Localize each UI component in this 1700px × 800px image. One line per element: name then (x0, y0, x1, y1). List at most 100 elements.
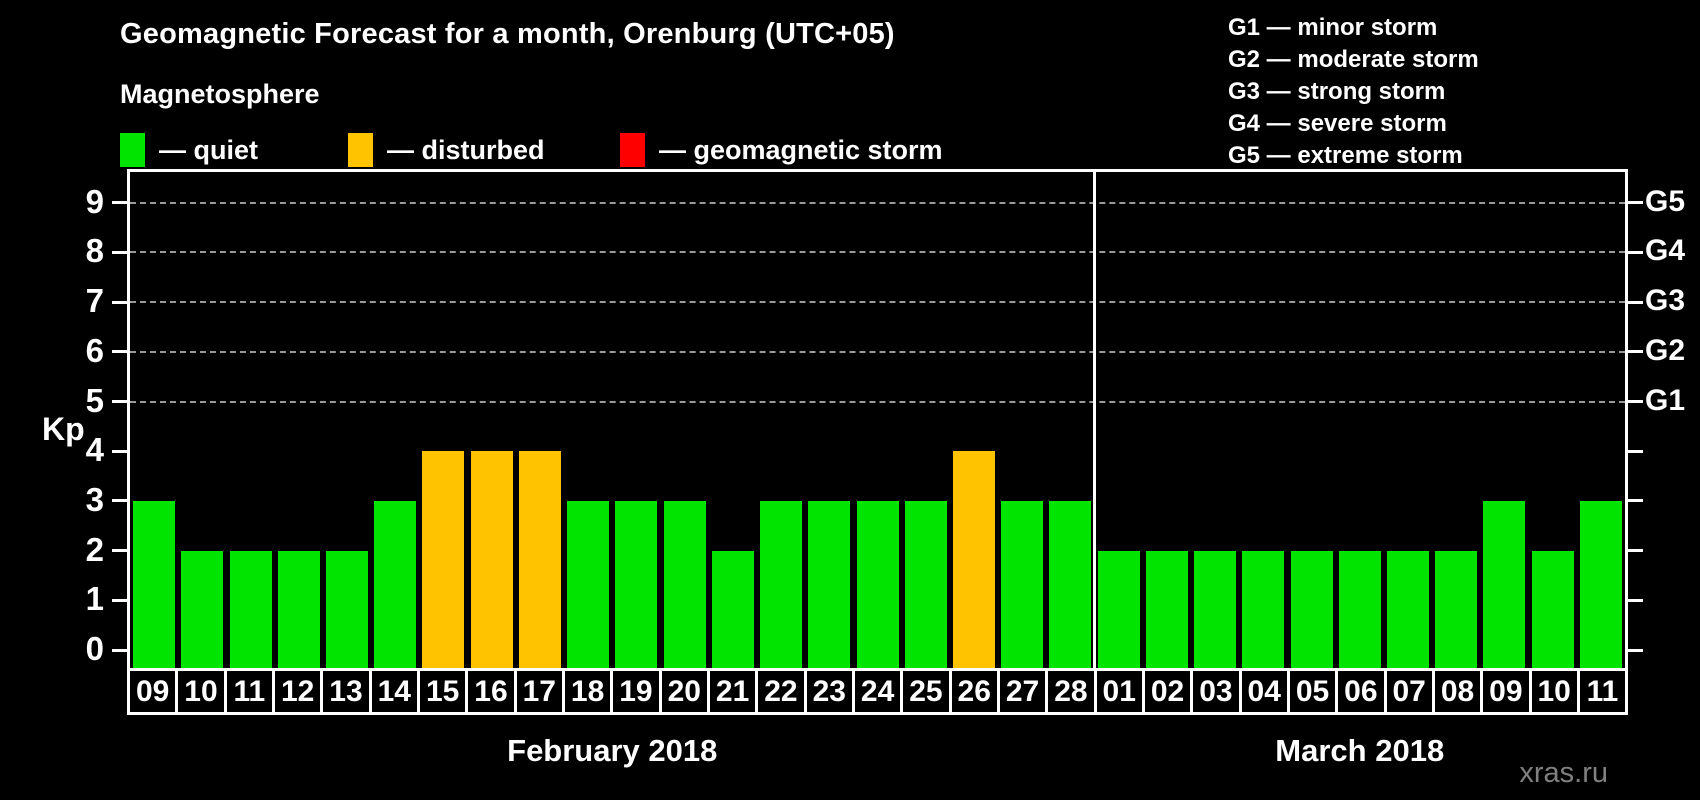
month-divider (1093, 172, 1097, 668)
y-tick-right-6 (1628, 350, 1643, 354)
kp-bar-day-18 (567, 500, 610, 668)
g-legend-line-4: G4 — severe storm (1228, 110, 1447, 137)
gridline-kp9 (130, 201, 1625, 204)
day-label-12: 12 (271, 668, 324, 715)
kp-bar-day-17 (518, 451, 561, 668)
day-label-09: 09 (127, 668, 179, 715)
kp-bar-day-08 (1435, 550, 1478, 668)
legend-label-disturbed: — disturbed (387, 134, 545, 165)
kp-bar-day-24 (856, 500, 899, 668)
day-label-10: 10 (175, 668, 227, 715)
kp-bar-day-22 (760, 500, 803, 668)
month-label-2: March 2018 (1275, 733, 1445, 768)
y-tick-right-9 (1628, 201, 1643, 205)
legend-item-quiet: — quiet (120, 131, 258, 169)
kp-bar-day-21 (711, 550, 754, 668)
y-tick-right-3 (1628, 499, 1643, 503)
day-label-26: 26 (948, 668, 1000, 715)
y-tick-left-2 (112, 549, 127, 553)
y-tick-label-2: 2 (85, 530, 104, 568)
g-legend-line-5: G5 — extreme storm (1228, 142, 1463, 169)
day-label-06: 06 (1335, 668, 1387, 715)
legend-label-geomagnetic-storm: — geomagnetic storm (659, 134, 943, 165)
day-label-16: 16 (465, 668, 517, 715)
y-tick-right-0 (1628, 648, 1643, 652)
g-scale-legend: G1 — minor storm G2 — moderate storm G3 — … (1228, 12, 1479, 172)
y-axis-title: Kp (42, 411, 85, 447)
kp-bar-day-23 (808, 500, 851, 668)
kp-bar-day-11 (229, 550, 272, 668)
kp-bar-day-03 (1194, 550, 1237, 668)
legend-item-geomagnetic-storm: — geomagnetic storm (620, 131, 943, 169)
g-legend-line-2: G2 — moderate storm (1228, 46, 1479, 73)
kp-bar-day-06 (1338, 550, 1381, 668)
kp-bar-day-26 (952, 451, 995, 668)
kp-bar-day-25 (904, 500, 947, 668)
day-label-03: 03 (1190, 668, 1242, 715)
y-tick-label-8: 8 (85, 232, 104, 270)
y-tick-left-5 (112, 400, 127, 403)
y-tick-left-9 (112, 201, 127, 205)
kp-bar-day-28 (1049, 500, 1092, 668)
day-label-15: 15 (416, 668, 469, 715)
day-label-24: 24 (851, 668, 904, 715)
g-axis-label-G5: G5 (1645, 184, 1686, 218)
y-tick-right-2 (1628, 549, 1643, 553)
y-tick-left-0 (112, 648, 127, 652)
y-tick-left-8 (112, 250, 127, 254)
month-label-1: February 2018 (507, 733, 718, 768)
legend-item-disturbed: — disturbed (348, 131, 545, 169)
day-label-28: 28 (1045, 668, 1097, 715)
g-axis-label-G3: G3 (1645, 284, 1686, 318)
day-axis: 09 10 11 12 13 14 15 16 17 18 19 20 21 22 23 24 25 26 27 28… (127, 668, 1629, 715)
day-label-19: 19 (610, 668, 662, 715)
g-axis-label-G2: G2 (1645, 333, 1686, 367)
legend-swatch-disturbed (348, 133, 373, 167)
kp-bar-day-02 (1145, 550, 1188, 668)
kp-bar-day-07 (1386, 550, 1429, 668)
g-legend-line-1: G1 — minor storm (1228, 14, 1438, 41)
y-tick-label-4: 4 (85, 431, 104, 469)
y-tick-label-1: 1 (85, 580, 104, 618)
kp-bar-day-04 (1242, 550, 1285, 668)
day-label-13: 13 (320, 668, 372, 715)
y-tick-right-5 (1628, 400, 1643, 403)
legend-swatch-geomagnetic-storm (620, 133, 645, 167)
kp-bar-day-13 (326, 550, 369, 668)
gridline-kp5 (130, 400, 1625, 403)
day-label-01: 01 (1093, 668, 1145, 715)
kp-bar-day-27 (1001, 500, 1044, 668)
y-tick-right-4 (1628, 449, 1643, 453)
day-label-05: 05 (1286, 668, 1339, 715)
gridline-kp8 (130, 251, 1625, 254)
kp-bar-day-09 (1483, 500, 1526, 668)
y-tick-left-7 (112, 300, 127, 304)
day-label-02: 02 (1141, 668, 1194, 715)
watermark: xras.ru (1519, 757, 1608, 789)
chart-title: Geomagnetic Forecast for a month, Orenbu… (120, 18, 895, 50)
legend-swatch-quiet (120, 133, 145, 167)
day-label-08: 08 (1431, 668, 1484, 715)
kp-bar-day-11 (1579, 500, 1622, 668)
day-label-20: 20 (658, 668, 710, 715)
y-tick-left-1 (112, 598, 127, 602)
kp-bar-day-16 (470, 451, 513, 668)
y-tick-label-9: 9 (85, 182, 104, 220)
legend-label-quiet: — quiet (159, 134, 258, 165)
plot-area: 0 1 2 3 4 5 6 7 8 9 G1 G2 G3 G4 G5 (86, 169, 1685, 671)
kp-bar-day-01 (1097, 550, 1140, 668)
day-label-22: 22 (755, 668, 807, 715)
g-legend-line-3: G3 — strong storm (1228, 78, 1446, 105)
kp-bar-day-12 (277, 550, 320, 668)
y-tick-label-0: 0 (85, 630, 104, 667)
y-tick-left-4 (112, 449, 127, 453)
day-label-27: 27 (996, 668, 1049, 715)
day-label-11: 11 (223, 668, 275, 715)
y-tick-left-6 (112, 350, 127, 354)
y-tick-right-8 (1628, 250, 1643, 254)
kp-bar-day-10 (181, 550, 224, 668)
gridline-kp6 (130, 350, 1625, 353)
day-label-18: 18 (561, 668, 614, 715)
day-label-07: 07 (1383, 668, 1435, 715)
